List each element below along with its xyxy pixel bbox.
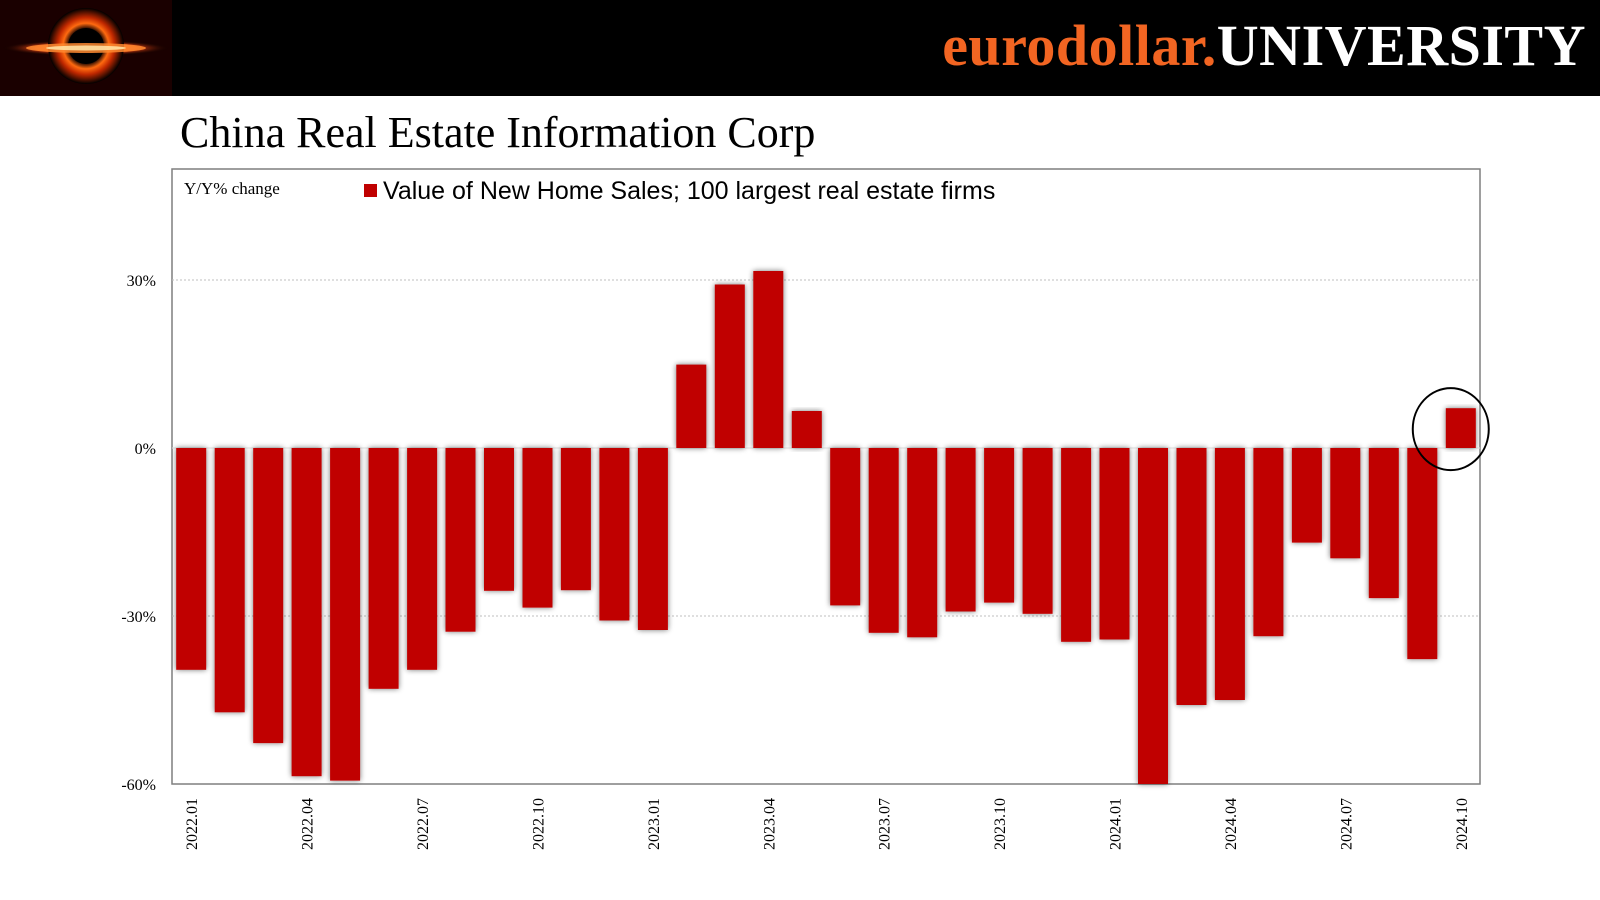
bar-2022.04 [291, 448, 322, 777]
bar-2023.03 [714, 284, 745, 448]
bar-2024.08 [1368, 448, 1399, 599]
bar-2024.01 [1099, 448, 1130, 640]
highlight-circle [1411, 387, 1490, 472]
bar-2024.03 [1176, 448, 1207, 705]
bar-2024.04 [1214, 448, 1245, 700]
x-tick-label: 2024.07 [1338, 798, 1355, 850]
brand-name-part1: eurodollar. [942, 13, 1217, 78]
bar-2023.05 [791, 411, 822, 448]
bar-2023.12 [1061, 448, 1092, 642]
y-tick-label: 30% [127, 273, 156, 290]
bar-2022.07 [407, 448, 438, 670]
bar-2023.08 [907, 448, 938, 638]
y-tick-label: -60% [121, 777, 156, 794]
bar-2023.11 [1022, 448, 1053, 614]
bar-2023.07 [868, 448, 899, 633]
legend-swatch [364, 184, 377, 197]
bar-2022.06 [368, 448, 399, 689]
x-tick-label: 2023.10 [992, 798, 1009, 850]
bar-2023.09 [945, 448, 976, 612]
bar-2023.01 [637, 448, 668, 630]
legend-label: Value of New Home Sales; 100 largest rea… [383, 177, 995, 205]
bar-2023.06 [830, 448, 861, 606]
bar-2022.10 [522, 448, 553, 608]
x-tick-label: 2022.07 [415, 798, 432, 850]
bar-2022.01 [176, 448, 207, 670]
bar-2024.10 [1445, 408, 1476, 448]
bar-2022.12 [599, 448, 630, 621]
page-title: China Real Estate Information Corp [180, 108, 816, 157]
x-tick-label: 2023.01 [646, 798, 663, 850]
x-tick-label: 2024.04 [1223, 798, 1240, 850]
bar-2022.05 [330, 448, 361, 781]
x-tick-label: 2022.01 [184, 798, 201, 850]
x-tick-label: 2023.04 [761, 798, 778, 850]
bar-2024.06 [1291, 448, 1322, 543]
bar-2022.08 [445, 448, 476, 632]
x-tick-label: 2024.10 [1454, 798, 1471, 850]
bar-2023.02 [676, 364, 707, 448]
bar-2024.09 [1407, 448, 1438, 660]
bar-2022.09 [484, 448, 514, 591]
bar-2022.02 [214, 448, 245, 713]
bar-2023.10 [984, 448, 1015, 603]
header-banner: eurodollar.UNIVERSITY [0, 0, 1600, 96]
bar-2024.07 [1330, 448, 1361, 559]
logo-icon [0, 0, 172, 96]
x-tick-label: 2024.01 [1108, 798, 1125, 850]
y-tick-label: -30% [121, 609, 156, 626]
bar-2022.03 [253, 448, 284, 744]
y-axis-units-label: Y/Y% change [184, 179, 280, 198]
plot-frame [171, 168, 1481, 785]
y-tick-label: 0% [135, 441, 156, 458]
bar-2024.05 [1253, 448, 1284, 637]
x-tick-label: 2023.07 [877, 798, 894, 850]
bar-2022.11 [560, 448, 591, 591]
brand-wordmark: eurodollar.UNIVERSITY [942, 6, 1586, 86]
x-tick-label: 2022.04 [300, 798, 317, 850]
bar-2024.02 [1138, 448, 1168, 784]
bar-2023.04 [753, 271, 784, 448]
x-tick-label: 2022.10 [531, 798, 548, 850]
brand-name-part2: UNIVERSITY [1216, 13, 1586, 78]
